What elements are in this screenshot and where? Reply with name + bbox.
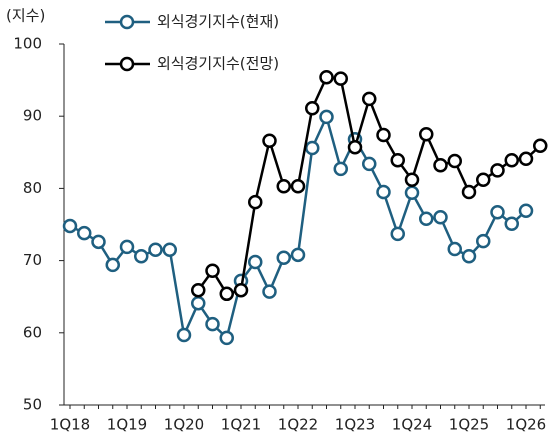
point: [504, 216, 519, 232]
point: [362, 91, 377, 107]
legend-marker: [119, 56, 135, 72]
point: [219, 330, 234, 346]
point: [305, 101, 320, 116]
point: [305, 140, 320, 156]
point: [248, 254, 263, 270]
point: [162, 242, 177, 258]
point: [219, 286, 234, 302]
point: [233, 282, 249, 298]
point: [262, 284, 277, 299]
y-tick-label: 80: [23, 179, 42, 197]
point: [490, 204, 505, 220]
legend-marker: [119, 14, 135, 30]
legend-label: 외식경기지수(현재): [157, 13, 279, 31]
point: [404, 185, 420, 200]
point: [447, 241, 462, 257]
point: [447, 153, 462, 169]
y-tick-label: 50: [23, 396, 42, 414]
point: [376, 127, 391, 143]
x-tick-label: 1Q19: [107, 416, 147, 434]
point: [433, 158, 448, 173]
point: [333, 161, 348, 177]
x-tick-label: 1Q26: [506, 416, 546, 434]
point: [390, 152, 405, 168]
x-tick-label: 1Q18: [50, 416, 90, 434]
point: [390, 226, 405, 242]
point: [419, 127, 434, 142]
point: [419, 211, 434, 226]
legend-label: 외식경기지수(전망): [157, 55, 279, 73]
point: [191, 295, 206, 311]
x-tick-label: 1Q25: [449, 416, 489, 434]
point: [433, 210, 448, 225]
point: [105, 257, 120, 273]
y-tick-label: 90: [23, 107, 42, 125]
point: [347, 139, 363, 155]
point: [504, 152, 519, 168]
series-line: [69, 113, 527, 341]
point: [119, 239, 135, 255]
x-tick-label: 1Q21: [221, 416, 261, 434]
point: [276, 178, 291, 194]
point: [376, 184, 391, 200]
x-tick-label: 1Q24: [392, 416, 432, 434]
point: [461, 184, 477, 200]
x-tick-label: 1Q20: [164, 416, 204, 434]
point: [290, 178, 306, 194]
x-tick-label: 1Q23: [335, 416, 375, 434]
point: [333, 71, 348, 86]
point: [461, 249, 477, 264]
point: [134, 249, 149, 264]
point: [518, 151, 534, 167]
point: [518, 203, 534, 219]
point: [62, 218, 78, 234]
point: [476, 172, 491, 187]
point: [290, 247, 306, 263]
point: [362, 156, 377, 172]
y-tick-label: 60: [23, 323, 42, 341]
point: [176, 327, 192, 343]
point: [404, 172, 420, 187]
y-axis-label: (지수): [6, 7, 45, 25]
point: [205, 263, 220, 278]
y-tick-label: 100: [13, 35, 42, 53]
point: [148, 242, 163, 258]
point: [191, 282, 206, 298]
point: [533, 138, 548, 154]
x-tick-label: 1Q22: [278, 416, 318, 434]
point: [276, 250, 291, 265]
point: [248, 194, 263, 210]
point: [262, 133, 277, 148]
point: [77, 225, 92, 241]
point: [490, 163, 505, 178]
y-tick-label: 70: [23, 251, 42, 269]
point: [91, 234, 106, 250]
point: [319, 109, 334, 125]
point: [476, 233, 491, 249]
point: [319, 69, 334, 85]
point: [205, 316, 220, 332]
